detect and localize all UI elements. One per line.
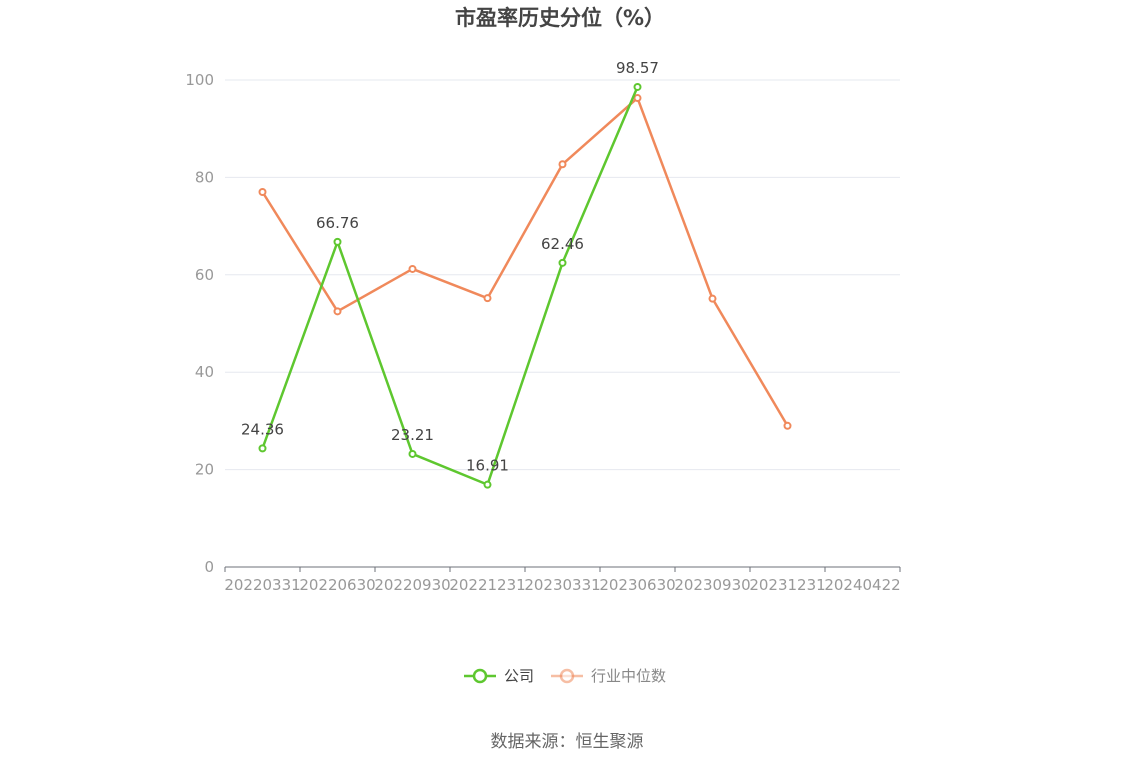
data-label-company: 23.21 [391, 426, 434, 444]
x-tick-label: 20230331 [524, 576, 600, 594]
data-label-company: 98.57 [616, 59, 659, 77]
data-point-industry [558, 160, 567, 169]
legend-marker-company [472, 668, 488, 684]
y-tick-label: 0 [204, 558, 214, 576]
data-point-industry [333, 307, 342, 316]
legend-label-company: 公司 [504, 667, 534, 685]
x-tick-label: 20220331 [224, 576, 300, 594]
x-tick-label: 20221231 [449, 576, 525, 594]
chart-title: 市盈率历史分位（%） [455, 6, 665, 30]
data-point-company [483, 480, 492, 489]
legend-item-industry[interactable]: 行业中位数 [551, 667, 666, 685]
y-tick-label: 100 [185, 71, 214, 89]
data-point-industry [408, 264, 417, 273]
data-point-company [408, 449, 417, 458]
series-layer [258, 82, 792, 489]
x-tick-label: 20220930 [374, 576, 450, 594]
y-axis-ticks: 0 20 40 60 80 100 [185, 71, 214, 576]
data-point-industry [258, 188, 267, 197]
x-tick-label: 20240422 [824, 576, 900, 594]
grid-lines [225, 79, 900, 471]
y-tick-label: 60 [195, 266, 214, 284]
legend-item-company[interactable]: 公司 [464, 667, 534, 685]
data-label-company: 24.36 [241, 420, 284, 438]
series-line-industry [261, 96, 789, 427]
x-tick-label: 20230930 [674, 576, 750, 594]
legend-label-industry: 行业中位数 [591, 667, 666, 685]
y-tick-label: 80 [195, 168, 214, 186]
legend-marker-industry [559, 668, 575, 684]
x-axis: 2022033120220630202209302022123120230331… [224, 566, 901, 594]
x-tick-label: 20220630 [299, 576, 375, 594]
data-label-company: 16.91 [466, 457, 509, 475]
data-point-industry [708, 294, 717, 303]
data-point-industry [633, 94, 642, 103]
data-source: 数据来源：恒生聚源 [491, 732, 644, 752]
y-tick-label: 20 [195, 461, 214, 479]
data-point-company [558, 258, 567, 267]
data-label-company: 66.76 [316, 214, 359, 232]
data-point-company [258, 444, 267, 453]
data-point-company [333, 237, 342, 246]
x-tick-label: 20231231 [749, 576, 825, 594]
data-label-company: 62.46 [541, 235, 584, 253]
series-line-company [261, 86, 639, 486]
data-point-industry [783, 421, 792, 430]
y-tick-label: 40 [195, 363, 214, 381]
data-point-industry [483, 294, 492, 303]
data-labels: 24.36 66.76 23.21 16.91 62.46 98.57 [241, 59, 659, 475]
legend[interactable]: 公司 行业中位数 [464, 667, 666, 685]
data-point-company [633, 82, 642, 91]
x-tick-label: 20230630 [599, 576, 675, 594]
